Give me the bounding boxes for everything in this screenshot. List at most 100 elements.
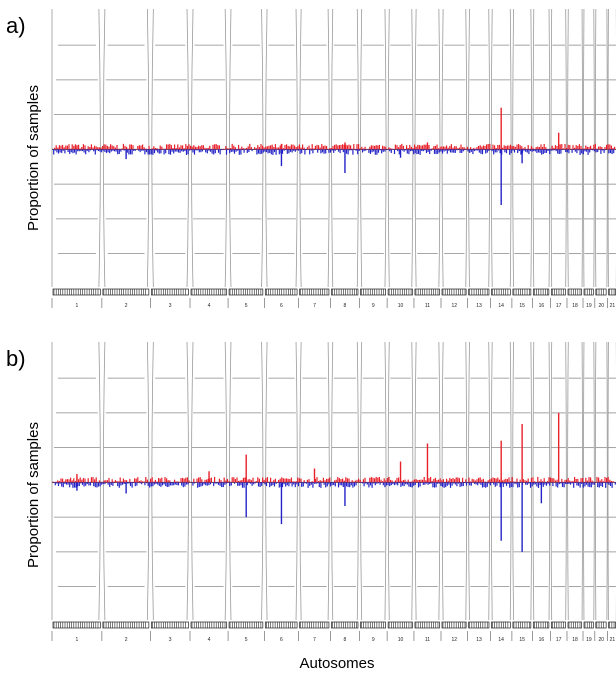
chromosome-label: 20: [598, 637, 604, 643]
chromosome-label: 13: [476, 637, 482, 643]
chromosome-ideogram: [52, 288, 101, 296]
chromosome-label: 2: [125, 303, 128, 309]
x-axis-label: Autosomes: [299, 655, 374, 672]
chromosome-ideogram: [190, 288, 227, 296]
chromosome-ideogram: [583, 288, 594, 296]
chromosome-label: 14: [498, 303, 504, 309]
chromosome-label: 10: [398, 637, 404, 643]
chromosome-label: 5: [245, 637, 248, 643]
chromosome-label: 5: [245, 303, 248, 309]
chromosome-ideogram: [583, 621, 594, 629]
chromosome-label: 12: [452, 637, 458, 643]
panel-a-label: a): [6, 13, 26, 38]
chromosome-boundary: [387, 341, 390, 621]
chromosome-label: 3: [169, 303, 172, 309]
chromosome-label: 9: [372, 303, 375, 309]
chromosome-label: 19: [586, 637, 592, 643]
chromosome-label: 1: [76, 303, 79, 309]
chromosome-ideogram: [360, 288, 386, 296]
chromosome-label: 20: [598, 303, 604, 309]
chromosome-ideogram: [567, 288, 582, 296]
chromosome-ideogram: [228, 621, 264, 629]
chromosome-ideogram: [52, 621, 101, 629]
chromosome-boundary: [191, 8, 194, 288]
chromosome-label: 6: [280, 637, 283, 643]
chromosome-label: 1: [76, 637, 79, 643]
chromosome-boundary: [550, 8, 553, 288]
panel-b-label: b): [6, 346, 26, 371]
chromosome-label: 4: [208, 637, 211, 643]
panel-a-y-axis-label: Proportion of samples: [25, 85, 42, 231]
chromosome-label: 16: [539, 303, 545, 309]
chromosome-boundary: [191, 341, 194, 621]
chromosome-boundary: [594, 341, 597, 621]
chromosome-label: 7: [313, 637, 316, 643]
chromosome-label: 12: [452, 303, 458, 309]
chromosome-ideogram: [468, 288, 490, 296]
chromosome-label: 3: [169, 637, 172, 643]
chromosome-boundary: [102, 8, 106, 288]
chromosome-boundary: [98, 8, 101, 288]
chromosome-boundary: [548, 8, 551, 288]
chromosome-label: 18: [572, 637, 578, 643]
chromosome-ideogram: [264, 621, 298, 629]
panel-b-y-axis-label: Proportion of samples: [25, 422, 42, 568]
chromosome-ideogram: [551, 288, 566, 296]
chromosome-label: 14: [498, 637, 504, 643]
chromosome-label: 6: [280, 303, 283, 309]
grid: [53, 44, 616, 255]
chromosome-ideogram: [190, 621, 227, 629]
chromosome-boundary: [548, 341, 551, 621]
chromosome-label: 19: [586, 303, 592, 309]
chromosome-ideogram: [512, 288, 532, 296]
grid: [53, 377, 616, 588]
chromosome-ideogram: [299, 288, 330, 296]
chromosome-ideogram: [360, 621, 386, 629]
chromosome-boundary: [224, 341, 228, 621]
chromosome-label: 16: [539, 637, 545, 643]
chromosome-label: 11: [425, 303, 430, 309]
chromosome-label: 9: [372, 637, 375, 643]
chromosome-label: 8: [344, 637, 347, 643]
chromosome-boundary: [98, 341, 101, 621]
chromosome-boundary: [509, 341, 512, 621]
chromosome-label: 21: [610, 303, 616, 309]
chromosome-ideogram: [567, 621, 582, 629]
chromosome-boundary: [295, 341, 298, 621]
chromosome-ideogram: [491, 621, 511, 629]
data-bars: [52, 107, 616, 205]
chromosome-boundary: [229, 8, 232, 288]
chromosome-boundary: [593, 341, 595, 621]
chromosome-boundary: [331, 341, 334, 621]
chromosome-boundary: [151, 8, 154, 288]
ideogram: 1 2 3 4 5 6 7 8 9 10 11 12 13 14 15 16 17 18 19 20 21: [51, 621, 616, 643]
chromosome-ideogram: [551, 621, 566, 629]
chromosome-boundary: [102, 341, 106, 621]
chromosome-label: 8: [344, 303, 347, 309]
chromosome-ideogram: [331, 621, 359, 629]
chromosome-label: 11: [425, 637, 430, 643]
chromosome-ideogram: [299, 621, 330, 629]
chromosome-label: 17: [556, 637, 562, 643]
chromosome-boundary: [465, 8, 468, 288]
chromosome-label: 13: [476, 303, 482, 309]
panel-a: a) Proportion of samples 1 2 3 4 5 6 7 8 9 10 11 12…: [6, 8, 616, 309]
chromosome-boundary: [490, 8, 493, 288]
chromosome-label: 15: [519, 637, 525, 643]
chromosome-label: 2: [125, 637, 128, 643]
chromosome-ideogram: [468, 621, 490, 629]
chromosome-label: 21: [610, 637, 616, 643]
chromosome-label: 15: [519, 303, 525, 309]
chromosome-ideogram: [264, 288, 298, 296]
chromosome-boundary: [224, 8, 228, 288]
chromosome-ideogram: [512, 621, 532, 629]
chromosome-label: 4: [208, 303, 211, 309]
chromosome-boundary: [512, 341, 514, 621]
chromosome-label: 10: [398, 303, 404, 309]
chromosome-boundary: [387, 8, 390, 288]
chromosome-label: 18: [572, 303, 578, 309]
chromosome-label: 17: [556, 303, 562, 309]
chromosome-ideogram: [331, 288, 359, 296]
data-bars: [52, 412, 616, 552]
